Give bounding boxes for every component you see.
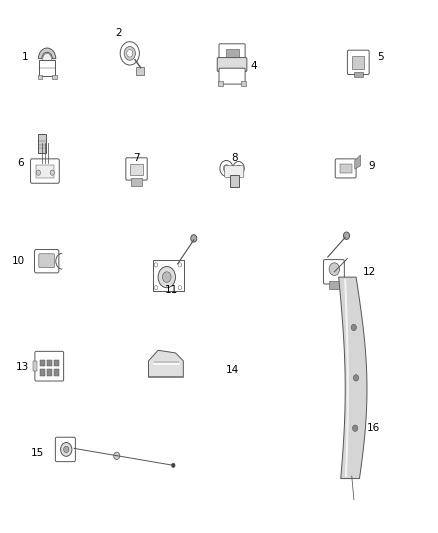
Text: 4: 4	[251, 61, 257, 71]
Polygon shape	[339, 277, 367, 479]
Circle shape	[178, 263, 182, 267]
Bar	[38, 75, 42, 79]
Bar	[218, 81, 223, 86]
Text: 13: 13	[16, 362, 29, 372]
Text: 14: 14	[226, 365, 239, 375]
Circle shape	[223, 165, 230, 172]
Circle shape	[353, 375, 359, 381]
FancyBboxPatch shape	[126, 158, 147, 180]
Text: 12: 12	[363, 267, 376, 277]
Circle shape	[343, 232, 350, 239]
FancyBboxPatch shape	[35, 351, 64, 381]
FancyBboxPatch shape	[225, 166, 244, 177]
Circle shape	[162, 272, 171, 282]
Bar	[352, 56, 364, 69]
Bar	[329, 281, 342, 289]
Circle shape	[178, 286, 182, 290]
Circle shape	[172, 463, 175, 467]
Circle shape	[64, 446, 69, 453]
Bar	[339, 164, 352, 173]
FancyBboxPatch shape	[219, 44, 245, 62]
Text: 2: 2	[116, 28, 122, 38]
FancyBboxPatch shape	[39, 254, 54, 268]
Circle shape	[60, 442, 72, 456]
FancyBboxPatch shape	[347, 50, 369, 75]
Text: 16: 16	[367, 423, 380, 433]
Bar	[52, 75, 57, 79]
Wedge shape	[39, 48, 56, 59]
Circle shape	[50, 170, 54, 175]
Polygon shape	[355, 155, 360, 169]
Circle shape	[154, 263, 158, 267]
Circle shape	[127, 50, 133, 57]
Circle shape	[154, 286, 158, 290]
Bar	[40, 369, 45, 376]
Bar	[47, 360, 52, 366]
Text: 5: 5	[377, 52, 383, 62]
Text: 15: 15	[31, 448, 44, 458]
Circle shape	[236, 165, 241, 172]
Bar	[47, 369, 52, 376]
Circle shape	[120, 42, 139, 65]
Text: 9: 9	[368, 161, 374, 171]
Circle shape	[36, 170, 41, 175]
Circle shape	[124, 46, 135, 60]
Bar	[230, 175, 239, 187]
FancyBboxPatch shape	[31, 159, 59, 183]
Text: 11: 11	[165, 285, 178, 295]
Bar	[131, 178, 141, 186]
Bar	[40, 360, 45, 366]
Circle shape	[353, 425, 358, 431]
Circle shape	[351, 324, 357, 330]
Text: 8: 8	[231, 153, 237, 163]
FancyBboxPatch shape	[55, 437, 75, 462]
Text: 7: 7	[133, 153, 140, 163]
Bar	[226, 49, 239, 58]
FancyBboxPatch shape	[219, 68, 245, 84]
Circle shape	[233, 161, 244, 175]
FancyBboxPatch shape	[323, 260, 344, 284]
Bar	[38, 134, 46, 152]
Bar	[153, 260, 184, 292]
FancyBboxPatch shape	[35, 249, 59, 273]
Polygon shape	[148, 350, 184, 377]
Circle shape	[191, 235, 197, 242]
Bar	[33, 361, 37, 372]
Circle shape	[158, 266, 176, 288]
Circle shape	[220, 160, 233, 176]
Circle shape	[329, 263, 339, 276]
Circle shape	[43, 53, 51, 64]
Bar	[241, 81, 246, 86]
Bar	[36, 165, 53, 178]
Text: 1: 1	[22, 52, 28, 62]
Bar	[53, 360, 59, 366]
Bar	[354, 72, 363, 77]
Bar	[39, 60, 55, 76]
Text: 6: 6	[18, 158, 24, 168]
Bar	[136, 67, 144, 75]
FancyBboxPatch shape	[217, 58, 247, 71]
Bar	[53, 369, 59, 376]
FancyBboxPatch shape	[335, 159, 356, 178]
Circle shape	[114, 452, 120, 459]
Text: 10: 10	[11, 256, 25, 266]
Bar	[130, 164, 143, 175]
